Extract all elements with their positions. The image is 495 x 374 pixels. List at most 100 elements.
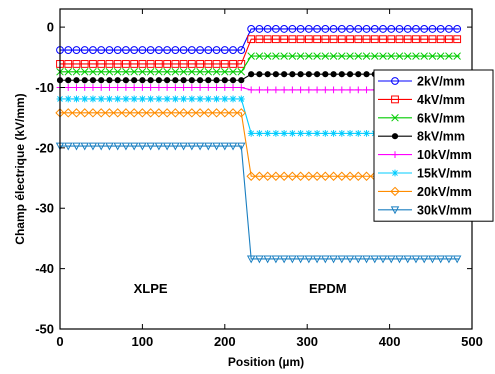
data-point — [212, 142, 221, 151]
data-point — [387, 35, 396, 44]
data-point — [321, 86, 329, 94]
legend-label: 8kV/mm — [417, 130, 465, 144]
data-point — [196, 84, 204, 91]
data-point — [64, 142, 73, 151]
data-point — [147, 95, 155, 103]
data-point — [288, 255, 297, 264]
data-point — [436, 25, 445, 33]
data-point — [411, 255, 421, 264]
data-point — [337, 35, 346, 44]
data-point — [122, 77, 130, 84]
legend-label: 6kV/mm — [417, 111, 465, 125]
data-point — [171, 60, 180, 68]
data-point — [155, 95, 163, 103]
data-point — [81, 84, 89, 91]
data-point — [395, 35, 404, 44]
data-point — [297, 71, 304, 78]
data-point — [229, 46, 237, 54]
data-point — [228, 142, 238, 151]
data-point — [378, 255, 388, 264]
data-point — [247, 129, 255, 137]
data-point — [338, 86, 346, 94]
data-point — [288, 25, 297, 33]
data-point — [81, 95, 89, 103]
data-point — [112, 108, 123, 118]
legend-box — [373, 69, 494, 222]
data-point — [329, 25, 338, 33]
data-point — [445, 52, 453, 60]
data-point — [180, 84, 187, 91]
data-point — [362, 255, 371, 264]
data-point — [64, 84, 72, 91]
data-point — [304, 171, 314, 181]
data-point — [204, 46, 213, 54]
data-point — [64, 60, 73, 68]
data-point — [122, 84, 130, 91]
data-point — [354, 52, 363, 60]
data-point — [72, 68, 81, 76]
y-tick-label: 0 — [47, 20, 54, 35]
y-axis-label: Champ électrique (kV/mm) — [13, 93, 27, 244]
x-tick-label: 200 — [214, 334, 236, 349]
data-point — [97, 95, 105, 103]
data-point — [296, 25, 305, 33]
data-point — [130, 46, 139, 54]
data-point — [304, 25, 313, 33]
data-point — [154, 60, 163, 68]
data-point — [97, 68, 105, 76]
x-tick-label: 300 — [296, 334, 318, 349]
data-point — [154, 46, 163, 54]
data-point — [420, 25, 429, 33]
data-point — [346, 129, 354, 137]
series-line — [60, 145, 460, 260]
data-point — [395, 255, 404, 264]
data-point — [196, 60, 204, 68]
data-point — [229, 77, 237, 84]
legend-marker — [391, 95, 399, 104]
data-point — [89, 84, 97, 91]
data-point — [256, 129, 263, 137]
data-point — [212, 60, 221, 68]
legend-marker — [391, 77, 399, 85]
data-point — [195, 108, 205, 118]
data-point — [412, 52, 420, 60]
legend-item: 30kV/mm — [378, 203, 472, 217]
data-point — [146, 68, 155, 76]
data-point — [89, 77, 97, 84]
data-point — [428, 25, 437, 33]
data-point — [346, 86, 354, 94]
data-point — [105, 46, 114, 54]
data-point — [73, 95, 80, 103]
data-point — [188, 95, 196, 103]
data-point — [138, 68, 147, 76]
data-point — [305, 52, 313, 60]
legend-item: 8kV/mm — [378, 130, 465, 144]
data-point — [131, 77, 138, 84]
data-point — [420, 52, 428, 60]
data-point — [171, 142, 180, 151]
data-point — [256, 71, 263, 78]
data-point — [122, 95, 130, 103]
data-point — [247, 52, 255, 60]
data-point — [246, 171, 256, 181]
data-point — [137, 108, 148, 118]
data-point — [354, 86, 362, 94]
data-point — [130, 60, 139, 68]
data-point — [444, 255, 454, 264]
data-point — [279, 171, 289, 181]
data-point — [247, 35, 256, 44]
data-point — [121, 142, 131, 151]
series-line — [60, 38, 460, 65]
data-point — [362, 52, 371, 60]
data-point — [205, 77, 212, 84]
legend-label: 2kV/mm — [417, 75, 465, 89]
data-point — [89, 95, 97, 103]
data-point — [97, 46, 106, 54]
data-point — [237, 68, 246, 76]
data-point — [271, 25, 280, 33]
data-point — [196, 95, 204, 103]
data-point — [345, 255, 355, 264]
x-tick-label: 100 — [132, 334, 154, 349]
data-point — [229, 60, 237, 68]
